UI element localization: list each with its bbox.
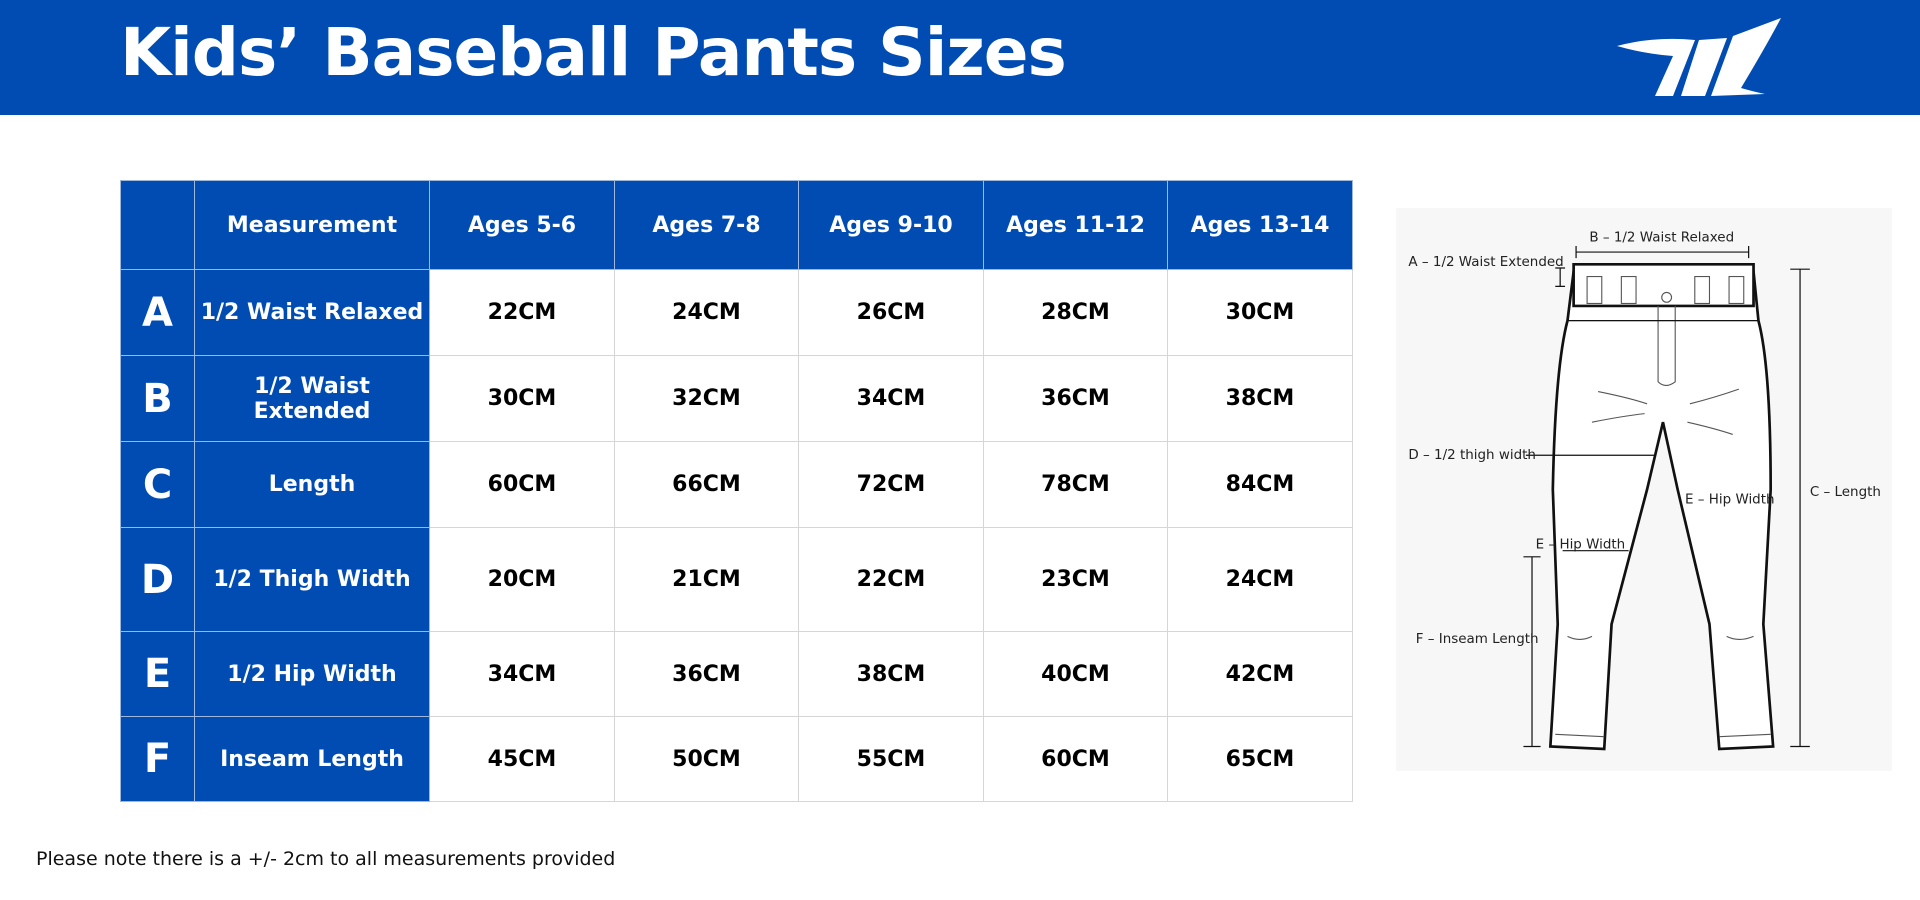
diagram-label: E – Hip Width — [1685, 492, 1775, 507]
diagram-label: C – Length — [1810, 485, 1881, 500]
column-header: Ages 11-12 — [983, 180, 1168, 270]
size-value: 55CM — [798, 716, 984, 802]
size-value: 30CM — [429, 355, 615, 442]
size-value: 22CM — [429, 269, 615, 356]
diagram-label: E – Hip Width — [1536, 538, 1626, 553]
corner-cell — [120, 180, 195, 270]
table-row: D 1/2 Thigh Width 20CM 21CM 22CM 23CM 24CM — [120, 527, 1353, 632]
row-letter: A — [120, 269, 195, 356]
size-value: 50CM — [614, 716, 799, 802]
table-row: F Inseam Length 45CM 50CM 55CM 60CM 65CM — [120, 716, 1353, 802]
pants-diagram: B – 1/2 Waist Relaxed A – 1/2 Waist Exte… — [1396, 208, 1892, 771]
column-header: Ages 13-14 — [1167, 180, 1353, 270]
column-header: Ages 9-10 — [798, 180, 984, 270]
page-title: Kids’ Baseball Pants Sizes — [120, 14, 1067, 91]
table-row: C Length 60CM 66CM 72CM 78CM 84CM — [120, 441, 1353, 528]
size-value: 65CM — [1167, 716, 1353, 802]
size-value: 26CM — [798, 269, 984, 356]
footnote: Please note there is a +/- 2cm to all me… — [36, 848, 616, 870]
diagram-label: F – Inseam Length — [1416, 632, 1539, 647]
diagram-label: A – 1/2 Waist Extended — [1408, 255, 1563, 270]
size-value: 34CM — [429, 631, 615, 717]
row-letter: E — [120, 631, 195, 717]
size-value: 40CM — [983, 631, 1168, 717]
pants-drawing — [1548, 262, 1775, 751]
size-value: 24CM — [1167, 527, 1353, 632]
size-value: 72CM — [798, 441, 984, 528]
table-row: B 1/2 Waist Extended 30CM 32CM 34CM 36CM 38CM — [120, 355, 1353, 442]
size-value: 66CM — [614, 441, 799, 528]
size-value: 30CM — [1167, 269, 1353, 356]
size-table: Measurement Ages 5-6 Ages 7-8 Ages 9-10 Ages… — [120, 180, 1353, 802]
size-value: 32CM — [614, 355, 799, 442]
header-bar: Kids’ Baseball Pants Sizes — [0, 0, 1920, 115]
size-value: 28CM — [983, 269, 1168, 356]
measurement-name: Inseam Length — [194, 716, 430, 802]
row-letter: D — [120, 527, 195, 632]
table-row: A 1/2 Waist Relaxed 22CM 24CM 26CM 28CM 30CM — [120, 269, 1353, 356]
size-value: 21CM — [614, 527, 799, 632]
diagram-label: B – 1/2 Waist Relaxed — [1589, 230, 1734, 245]
header-row: Measurement Ages 5-6 Ages 7-8 Ages 9-10 Ages… — [120, 180, 1353, 270]
size-value: 38CM — [798, 631, 984, 717]
size-value: 23CM — [983, 527, 1168, 632]
size-value: 34CM — [798, 355, 984, 442]
size-value: 78CM — [983, 441, 1168, 528]
size-value: 20CM — [429, 527, 615, 632]
column-header: Ages 7-8 — [614, 180, 799, 270]
measurement-name: 1/2 Waist Relaxed — [194, 269, 430, 356]
size-value: 45CM — [429, 716, 615, 802]
measurement-name: 1/2 Thigh Width — [194, 527, 430, 632]
row-letter: F — [120, 716, 195, 802]
size-value: 84CM — [1167, 441, 1353, 528]
table-row: E 1/2 Hip Width 34CM 36CM 38CM 40CM 42CM — [120, 631, 1353, 717]
logo — [1617, 18, 1781, 96]
row-letter: C — [120, 441, 195, 528]
column-header: Ages 5-6 — [429, 180, 615, 270]
size-value: 60CM — [429, 441, 615, 528]
measurement-name: 1/2 Waist Extended — [194, 355, 430, 442]
size-value: 36CM — [983, 355, 1168, 442]
size-value: 22CM — [798, 527, 984, 632]
diagram-label: D – 1/2 thigh width — [1408, 448, 1536, 463]
size-value: 36CM — [614, 631, 799, 717]
size-value: 38CM — [1167, 355, 1353, 442]
size-value: 42CM — [1167, 631, 1353, 717]
measurement-name: Length — [194, 441, 430, 528]
size-value: 24CM — [614, 269, 799, 356]
measure-lines — [1523, 245, 1810, 748]
column-header: Measurement — [194, 180, 430, 270]
size-value: 60CM — [983, 716, 1168, 802]
measurement-name: 1/2 Hip Width — [194, 631, 430, 717]
row-letter: B — [120, 355, 195, 442]
